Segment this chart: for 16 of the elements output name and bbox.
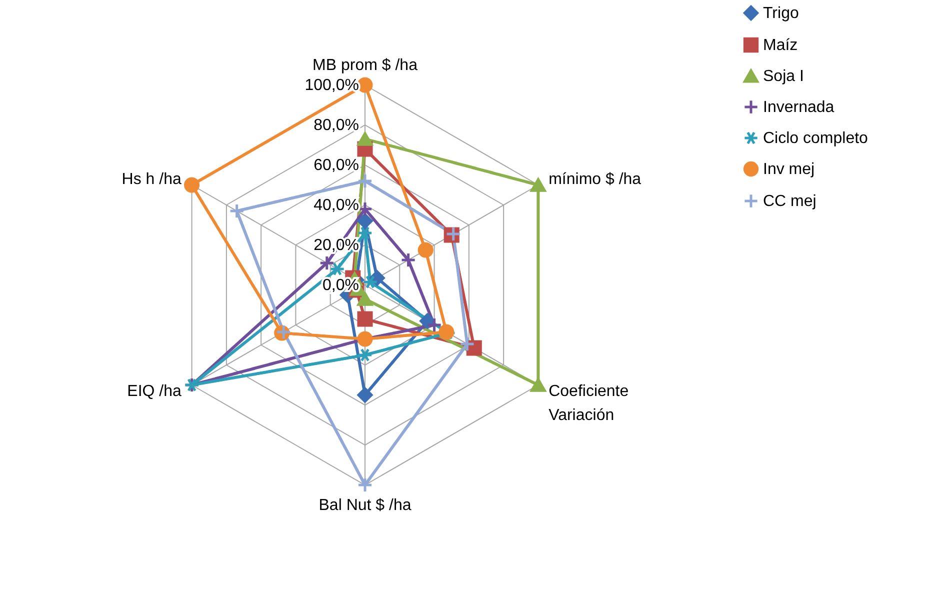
legend-label: Invernada — [763, 99, 834, 116]
legend-label: Soja I — [763, 68, 804, 85]
spoke-label: mínimo $ /ha — [548, 171, 642, 188]
spoke-label: Bal Nut $ /ha — [318, 497, 412, 514]
y-tick-label: 40,0% — [314, 197, 359, 214]
legend-label: Trigo — [763, 5, 799, 22]
spoke-label: Coeficiente Variación — [548, 383, 629, 424]
legend-label: Maíz — [763, 37, 798, 54]
y-tick-label: 80,0% — [314, 117, 359, 134]
spoke-label: MB prom $ /ha — [312, 57, 418, 74]
spoke-label: EIQ /ha — [127, 383, 182, 400]
y-tick-label: 60,0% — [314, 157, 359, 174]
legend-label: Ciclo completo — [763, 130, 868, 147]
legend-label: Inv mej — [763, 161, 815, 178]
legend-label: CC mej — [763, 193, 816, 210]
spoke-label: Hs h /ha — [122, 171, 182, 188]
